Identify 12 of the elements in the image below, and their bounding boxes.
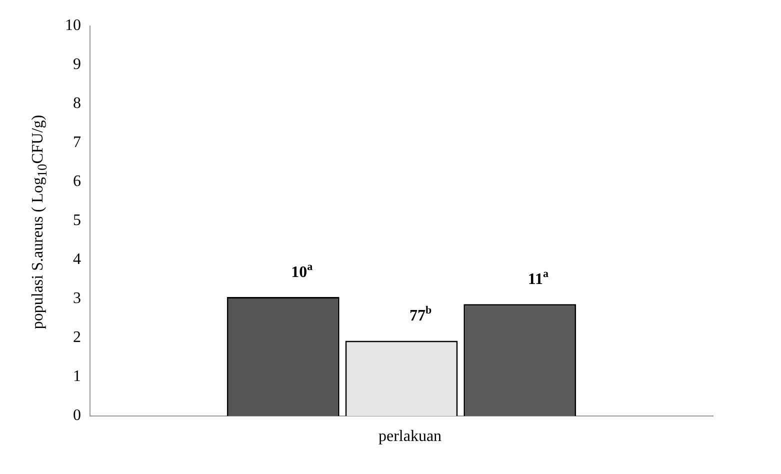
- y-tick-label: 3: [73, 290, 81, 308]
- y-tick-label: 8: [73, 95, 81, 112]
- y-tick-label: 6: [73, 173, 81, 190]
- y-tick-label: 0: [73, 407, 81, 424]
- y-tick-label: 10: [65, 17, 81, 34]
- y-tick-label: 2: [73, 329, 81, 346]
- y-tick-label: 1: [73, 368, 81, 386]
- y-tick-label: 4: [73, 251, 81, 268]
- y-tick-label: 7: [73, 134, 81, 152]
- x-axis-title: perlakuan: [378, 428, 442, 446]
- y-tick-label: 5: [73, 212, 81, 230]
- y-tick-label: 9: [73, 56, 81, 74]
